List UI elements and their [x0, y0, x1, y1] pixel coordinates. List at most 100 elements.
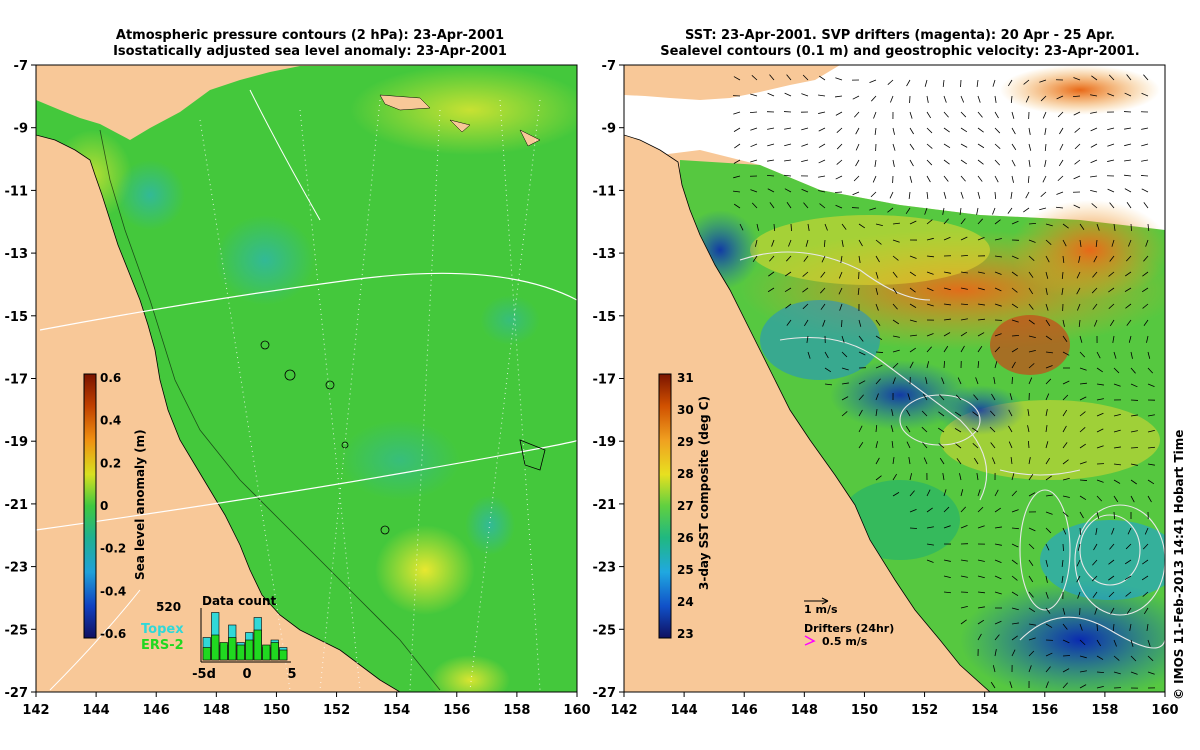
left-xtick-label: 150 [263, 703, 290, 718]
velocity-arrow [938, 411, 945, 417]
velocity-arrow [1061, 271, 1064, 280]
velocity-arrow [892, 492, 900, 497]
velocity-arrow [1096, 398, 1104, 401]
velocity-arrow [941, 377, 945, 385]
velocity-arrow [1045, 351, 1053, 354]
velocity-arrow [824, 351, 829, 359]
velocity-arrow [960, 218, 966, 225]
velocity-arrow [960, 236, 968, 241]
velocity-arrow [1045, 393, 1050, 401]
velocity-arrow [1079, 655, 1087, 659]
right-ytick-label: -15 [593, 310, 617, 325]
velocity-arrow [875, 424, 878, 433]
velocity-arrow [960, 489, 964, 497]
velocity-arrow [943, 175, 949, 182]
velocity-arrow [1108, 74, 1115, 81]
velocity-arrow [803, 255, 809, 262]
pressure-contour-3 [249, 89, 321, 221]
velocity-arrow [875, 378, 881, 385]
velocity-arrow [822, 319, 826, 327]
velocity-arrow [1144, 527, 1149, 535]
velocity-arrow [1074, 159, 1081, 165]
velocity-arrow [1096, 428, 1104, 433]
velocity-arrow [1142, 271, 1149, 277]
left-ytick-label: -15 [5, 310, 29, 325]
left-ytick-label: -13 [5, 247, 29, 262]
velocity-arrow [852, 95, 860, 100]
velocity-arrow [909, 287, 916, 293]
velocity-arrow [1079, 335, 1083, 343]
velocity-arrow [1113, 639, 1117, 647]
velocity-arrow [926, 143, 933, 149]
velocity-arrow [1028, 623, 1036, 626]
velocity-arrow [1062, 495, 1070, 498]
velocity-arrow [819, 75, 826, 81]
velocity-arrow [977, 360, 980, 369]
velocity-arrow [1147, 446, 1156, 449]
velocity-arrow [994, 271, 1002, 275]
velocity-arrow [977, 159, 984, 165]
sst-cool-east [1040, 520, 1165, 600]
ers2-bar [211, 634, 220, 661]
velocity-arrow [1011, 622, 1019, 625]
velocity-arrow [1079, 239, 1082, 247]
velocity-arrow [1078, 319, 1081, 327]
velocity-arrow [1130, 655, 1137, 662]
velocity-arrow [1113, 479, 1121, 484]
velocity-arrow [1042, 111, 1047, 119]
colorbar-tick-label: 0.4 [100, 414, 121, 428]
velocity-arrow [1011, 607, 1019, 611]
velocity-arrow [892, 303, 898, 310]
ers2-bar [279, 649, 288, 661]
velocity-arrow [926, 159, 933, 166]
velocity-arrow [1011, 303, 1019, 309]
velocity-arrow [960, 111, 967, 118]
velocity-arrow [1074, 143, 1081, 150]
velocity-arrow [1090, 189, 1098, 193]
velocity-arrow [1124, 127, 1132, 130]
velocity-arrow [858, 394, 864, 401]
velocity-arrow [909, 347, 917, 353]
velocity-arrow [1073, 77, 1081, 81]
sst-yellow-band [750, 215, 990, 285]
velocity-arrow [821, 255, 826, 263]
pressure-contour-1 [39, 272, 577, 331]
velocity-arrow [1028, 287, 1034, 295]
velocity-arrow [767, 92, 775, 97]
velocity-arrow [1140, 175, 1149, 177]
velocity-arrow [943, 303, 951, 306]
velocity-arrow [909, 159, 914, 167]
velocity-arrow [960, 143, 968, 148]
velocity-arrow [960, 303, 969, 306]
velocity-arrow [1128, 239, 1132, 247]
velocity-arrow [1008, 409, 1013, 417]
velocity-arrow [1059, 127, 1064, 135]
velocity-arrow [875, 409, 878, 417]
velocity-arrow [768, 271, 775, 277]
australia-coast-left [36, 134, 401, 692]
velocity-arrow [1130, 479, 1137, 485]
velocity-arrow [960, 345, 965, 353]
colorbar-tick-label: -0.4 [100, 584, 126, 598]
velocity-arrow [1145, 239, 1149, 247]
velocity-arrow [892, 127, 895, 135]
velocity-arrow [1045, 559, 1049, 567]
velocity-arrow [991, 457, 996, 465]
velocity-arrow [1113, 367, 1120, 374]
velocity-arrow [954, 428, 962, 433]
velocity-arrow [926, 255, 934, 258]
right-xtick-label: 152 [911, 703, 938, 718]
velocity-arrow [1011, 287, 1018, 293]
velocity-arrow [1109, 319, 1115, 327]
velocity-arrow [994, 127, 1001, 134]
velocity-arrow [977, 218, 983, 225]
velocity-arrow [1045, 527, 1052, 534]
velocity-arrow [1011, 490, 1018, 497]
velocity-arrow [1079, 351, 1086, 358]
velocity-arrow [977, 287, 985, 291]
velocity-arrow [926, 219, 933, 225]
velocity-arrow [819, 203, 826, 209]
velocity-arrow [1045, 441, 1049, 449]
sst-colorbar [658, 373, 672, 639]
velocity-arrow [908, 457, 911, 465]
